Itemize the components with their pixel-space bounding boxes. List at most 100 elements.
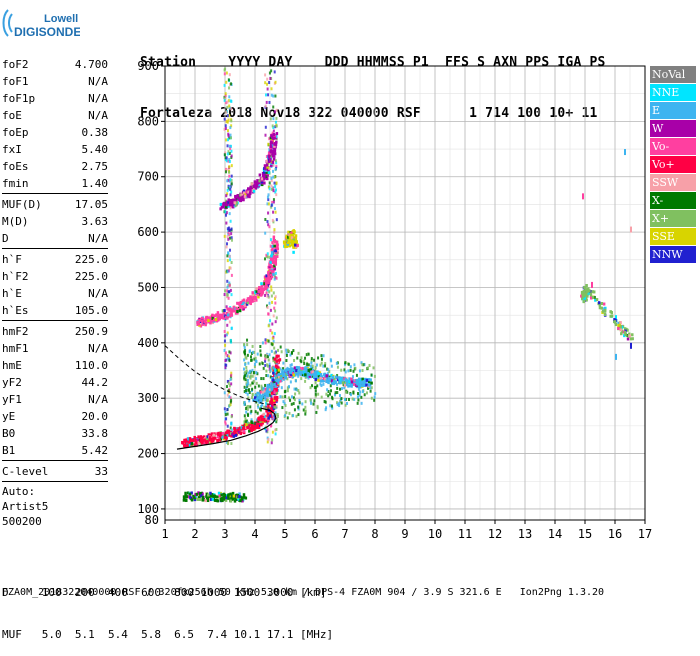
trace-point [284, 245, 287, 249]
echo-point [307, 352, 310, 356]
trace-point [255, 287, 259, 291]
trace-point [272, 152, 276, 156]
trace-point [325, 374, 328, 378]
echo-point [340, 368, 343, 372]
param-label: hmE [2, 359, 22, 372]
echo-point [226, 129, 229, 133]
trace-point [360, 380, 363, 384]
echo-point [228, 165, 231, 169]
trace-point [293, 240, 296, 244]
echo-point [223, 72, 226, 76]
echo-point [582, 193, 584, 200]
trace-point [261, 390, 264, 394]
echo-point [343, 362, 346, 366]
echo-point [269, 76, 272, 80]
echo-point [356, 392, 359, 396]
x-tick-label: 4 [251, 527, 258, 541]
trace-point [304, 373, 307, 377]
trace-point [347, 384, 350, 388]
trace-point [585, 284, 588, 288]
echo-point [269, 424, 272, 428]
trace-point [227, 204, 230, 208]
trace-point [290, 368, 294, 372]
trace-point [588, 289, 591, 293]
echo-point [260, 384, 263, 388]
trace-point [194, 492, 197, 496]
echo-point [229, 396, 232, 400]
legend-item: NoVal [650, 66, 696, 83]
echo-point [267, 211, 270, 215]
echo-point [274, 271, 277, 275]
echo-point [363, 393, 366, 397]
echo-point [304, 356, 307, 360]
echo-point [272, 291, 275, 295]
trace-point [302, 367, 306, 371]
trace-point [236, 428, 240, 432]
echo-point [330, 404, 333, 408]
trace-point [242, 301, 246, 305]
echo-point [243, 358, 246, 362]
trace-point [628, 334, 631, 338]
echo-point [267, 202, 270, 206]
logo-line1: Lowell [44, 13, 78, 25]
echo-point [266, 436, 269, 440]
echo-point [230, 441, 233, 445]
echo-point [249, 370, 252, 374]
trace-point [266, 412, 270, 416]
trace-point [355, 378, 358, 382]
trace-point [581, 294, 585, 298]
trace-point [234, 427, 237, 431]
echo-point [290, 402, 293, 406]
trace-point [277, 368, 281, 372]
echo-point [229, 378, 232, 382]
trace-point [268, 385, 271, 389]
echo-point [249, 355, 252, 359]
echo-point [225, 242, 228, 246]
trace-point [273, 357, 277, 361]
echo-point [267, 255, 270, 259]
echo-point [275, 108, 278, 112]
trace-point [287, 230, 290, 234]
trace-point [273, 136, 276, 140]
echo-point [372, 366, 375, 370]
echo-point [279, 345, 282, 349]
trace-point [260, 180, 264, 184]
echo-point [289, 380, 292, 384]
trace-point [271, 244, 275, 248]
trace-point [225, 311, 229, 315]
echo-point [230, 190, 233, 194]
echo-point [267, 198, 270, 202]
echo-point [246, 392, 249, 396]
x-tick-label: 11 [458, 527, 472, 541]
trace-point [271, 143, 275, 147]
echo-point [227, 355, 230, 359]
trace-point [261, 290, 265, 294]
trace-point [239, 196, 242, 200]
echo-point [286, 389, 289, 393]
trace-point [257, 295, 260, 299]
echo-point [224, 94, 227, 98]
echo-point [366, 366, 369, 370]
echo-point [271, 218, 274, 222]
trace-point [295, 365, 299, 369]
trace-point [221, 316, 224, 320]
trace-point [258, 400, 261, 404]
trace-point [279, 379, 282, 383]
echo-point [275, 400, 278, 404]
echo-point [272, 175, 275, 179]
echo-point [369, 386, 372, 390]
echo-point [272, 356, 275, 360]
echo-point [245, 410, 248, 414]
trace-point [242, 305, 245, 309]
echo-point [373, 374, 376, 378]
echo-point [271, 430, 274, 434]
trace-point [260, 177, 264, 181]
param-row: MUF(D) 17.05 [2, 196, 108, 213]
trace-point [292, 373, 296, 377]
trace-point [231, 205, 235, 209]
echo-point [266, 87, 269, 91]
trace-point [580, 291, 584, 295]
trace-point [624, 333, 627, 337]
trace-point [267, 151, 271, 155]
trace-point [207, 433, 211, 437]
